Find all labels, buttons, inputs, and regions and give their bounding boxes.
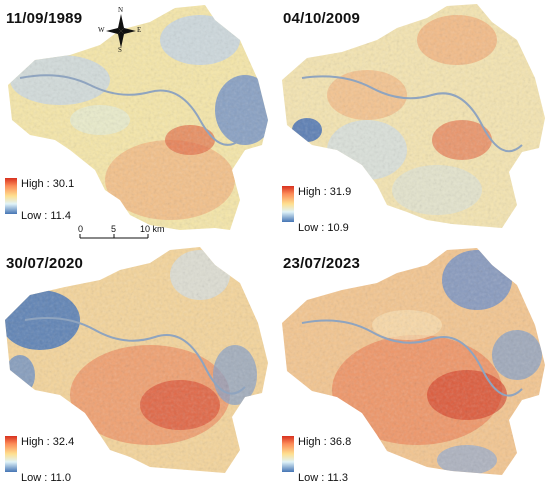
compass-w: W	[98, 26, 105, 34]
panel-date: 11/09/1989	[6, 10, 83, 27]
map-panel-1989: 11/09/1989 N S W E High : 30.1 Low : 11.…	[0, 0, 277, 245]
compass-n: N	[118, 6, 124, 14]
north-arrow: N S W E	[98, 6, 142, 54]
scale-bar: 0 5 10 km	[78, 224, 168, 244]
scale-tick-0: 0	[78, 224, 84, 234]
legend-low: Low : 11.3	[298, 472, 348, 484]
legend-high: High : 30.1	[21, 178, 75, 190]
panel-date: 04/10/2009	[283, 10, 361, 27]
color-ramp	[282, 436, 294, 472]
legend-low: Low : 10.9	[298, 222, 349, 234]
legend-high: High : 36.8	[298, 436, 352, 448]
color-ramp	[282, 186, 294, 222]
lst-map-1989	[8, 5, 268, 230]
legend-high: High : 32.4	[21, 436, 75, 448]
legend-1989: High : 30.1 Low : 11.4	[5, 178, 105, 228]
compass-s: S	[118, 46, 122, 54]
compass-e: E	[137, 26, 142, 34]
panel-date: 30/07/2020	[6, 255, 84, 272]
legend-low: Low : 11.4	[21, 210, 71, 222]
legend-2009: High : 31.9 Low : 10.9	[282, 186, 392, 238]
scale-bar-line	[79, 234, 149, 239]
lst-map-2020	[5, 247, 268, 473]
scale-tick-5: 5	[111, 224, 117, 234]
scale-tick-10: 10 km	[140, 224, 165, 234]
legend-low: Low : 11.0	[21, 472, 71, 484]
map-panel-2009: 04/10/2009 High : 31.9 Low : 10.9	[277, 0, 554, 245]
lst-map-2009	[282, 4, 545, 228]
compass-rose-icon	[106, 14, 136, 48]
color-ramp	[5, 178, 17, 214]
legend-2023: High : 36.8 Low : 11.3	[282, 436, 392, 488]
map-panel-2023: 23/07/2023 High : 36.8 Low : 11.3	[277, 245, 554, 490]
lst-map-2023	[282, 248, 545, 475]
legend-2020: High : 32.4 Low : 11.0	[5, 436, 115, 488]
color-ramp	[5, 436, 17, 472]
map-panel-2020: 30/07/2020 High : 32.4 Low : 11.0	[0, 245, 277, 490]
panel-date: 23/07/2023	[283, 255, 361, 272]
legend-high: High : 31.9	[298, 186, 352, 198]
